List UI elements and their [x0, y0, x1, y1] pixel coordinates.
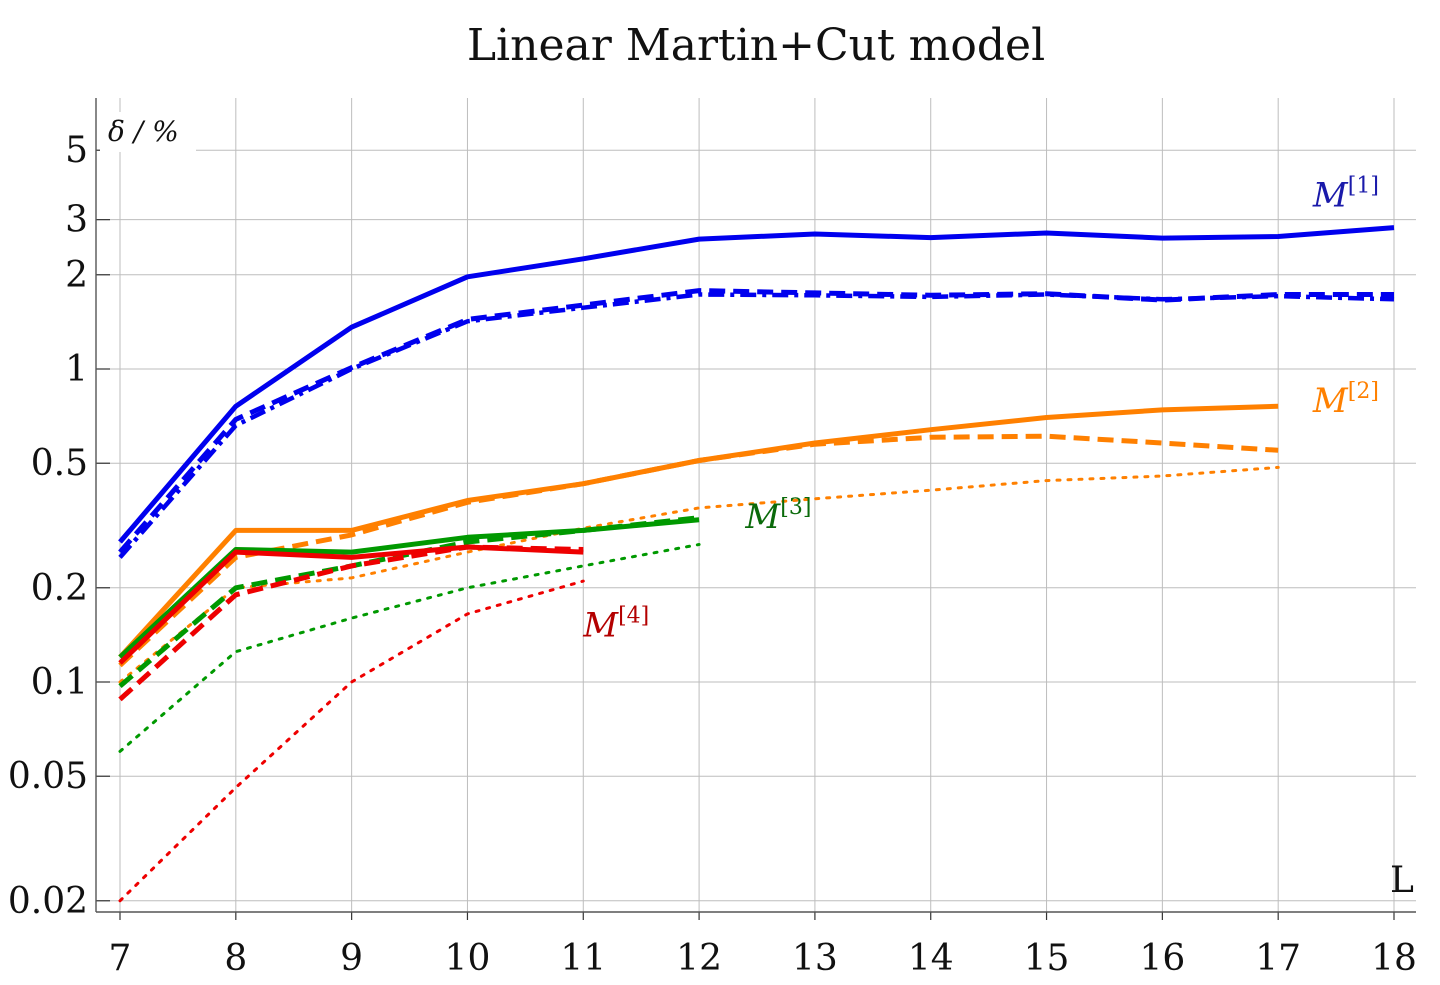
- series-line-8: [118, 543, 701, 753]
- y-tick-label: 3: [65, 200, 88, 241]
- y-tick-label: 0.2: [31, 568, 88, 609]
- x-tick-label: 8: [224, 938, 247, 979]
- x-tick-label: 13: [792, 938, 838, 979]
- series-label-4: M[4]: [582, 603, 649, 645]
- series-label-1: M[1]: [1312, 174, 1379, 216]
- chart-title: Linear Martin+Cut model: [467, 20, 1045, 71]
- y-tick-label: 5: [65, 130, 88, 171]
- plot-frame: [95, 98, 1416, 920]
- series-label-3: M[3]: [744, 495, 811, 537]
- x-tick-label: 9: [340, 938, 363, 979]
- x-tick-label: 12: [676, 938, 722, 979]
- series-labels: M[1] M[2] M[3] M[4]: [582, 174, 1379, 646]
- y-axis-label: δ / %: [108, 115, 179, 148]
- series-line-10: [118, 544, 584, 702]
- series-group: [118, 225, 1395, 903]
- series-line-11: [118, 579, 585, 903]
- y-tick-label: 0.1: [31, 662, 88, 703]
- tick-labels: 7 8 9 10 11 12 13 14 15 16 17 180.020.050.10.20.512…: [8, 130, 1417, 979]
- series-line-3: [118, 403, 1279, 659]
- x-tick-label: 7: [109, 938, 132, 979]
- series-label-2: M[2]: [1312, 379, 1379, 421]
- x-tick-label: 18: [1371, 938, 1417, 979]
- grid: [96, 98, 1416, 912]
- x-tick-label: 15: [1024, 938, 1070, 979]
- series-line-5: [118, 465, 1280, 684]
- y-tick-label: 2: [65, 255, 88, 296]
- y-tick-label: 0.05: [8, 756, 88, 797]
- x-tick-label: 17: [1255, 938, 1301, 979]
- y-tick-label: 0.02: [8, 881, 88, 922]
- series-line-7: [118, 515, 700, 689]
- series-line-2: [118, 292, 1395, 559]
- x-tick-label: 11: [560, 938, 606, 979]
- y-tick-label: 0.5: [31, 443, 88, 484]
- x-axis-label: L: [1390, 860, 1414, 901]
- x-tick-label: 14: [908, 938, 954, 979]
- ylabel-background: [100, 112, 196, 152]
- x-tick-label: 10: [445, 938, 491, 979]
- y-tick-label: 1: [65, 349, 88, 390]
- series-line-0: [118, 225, 1395, 544]
- series-line-9: [118, 544, 584, 665]
- x-tick-label: 16: [1139, 938, 1185, 979]
